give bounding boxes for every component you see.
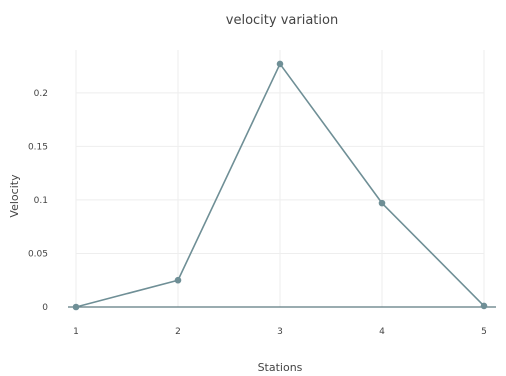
- y-tick-label: 0.15: [28, 142, 48, 152]
- y-tick-label: 0.1: [34, 196, 48, 206]
- x-tick-label: 4: [379, 327, 385, 337]
- y-tick-label: 0: [42, 303, 48, 313]
- chart-title: velocity variation: [226, 13, 338, 28]
- x-axis-title: Stations: [258, 361, 303, 374]
- velocity-point[interactable]: [378, 199, 386, 207]
- y-tick-label: 0.05: [28, 249, 48, 259]
- velocity-point[interactable]: [480, 302, 488, 310]
- y-tick-label: 0.2: [34, 89, 48, 99]
- x-tick-label: 5: [481, 327, 487, 337]
- series-layer: [72, 60, 488, 311]
- grid-layer: [75, 50, 485, 308]
- velocity-point[interactable]: [72, 303, 80, 311]
- y-axis-title: Velocity: [8, 174, 21, 218]
- velocity-point[interactable]: [174, 276, 182, 284]
- x-tick-label: 2: [175, 327, 181, 337]
- axis-layer: 1 2 3 4 5 0 0.05 0.1 0.15 0.2: [28, 89, 496, 337]
- x-tick-label: 1: [73, 327, 79, 337]
- x-tick-label: 3: [277, 327, 283, 337]
- velocity-point[interactable]: [276, 60, 284, 68]
